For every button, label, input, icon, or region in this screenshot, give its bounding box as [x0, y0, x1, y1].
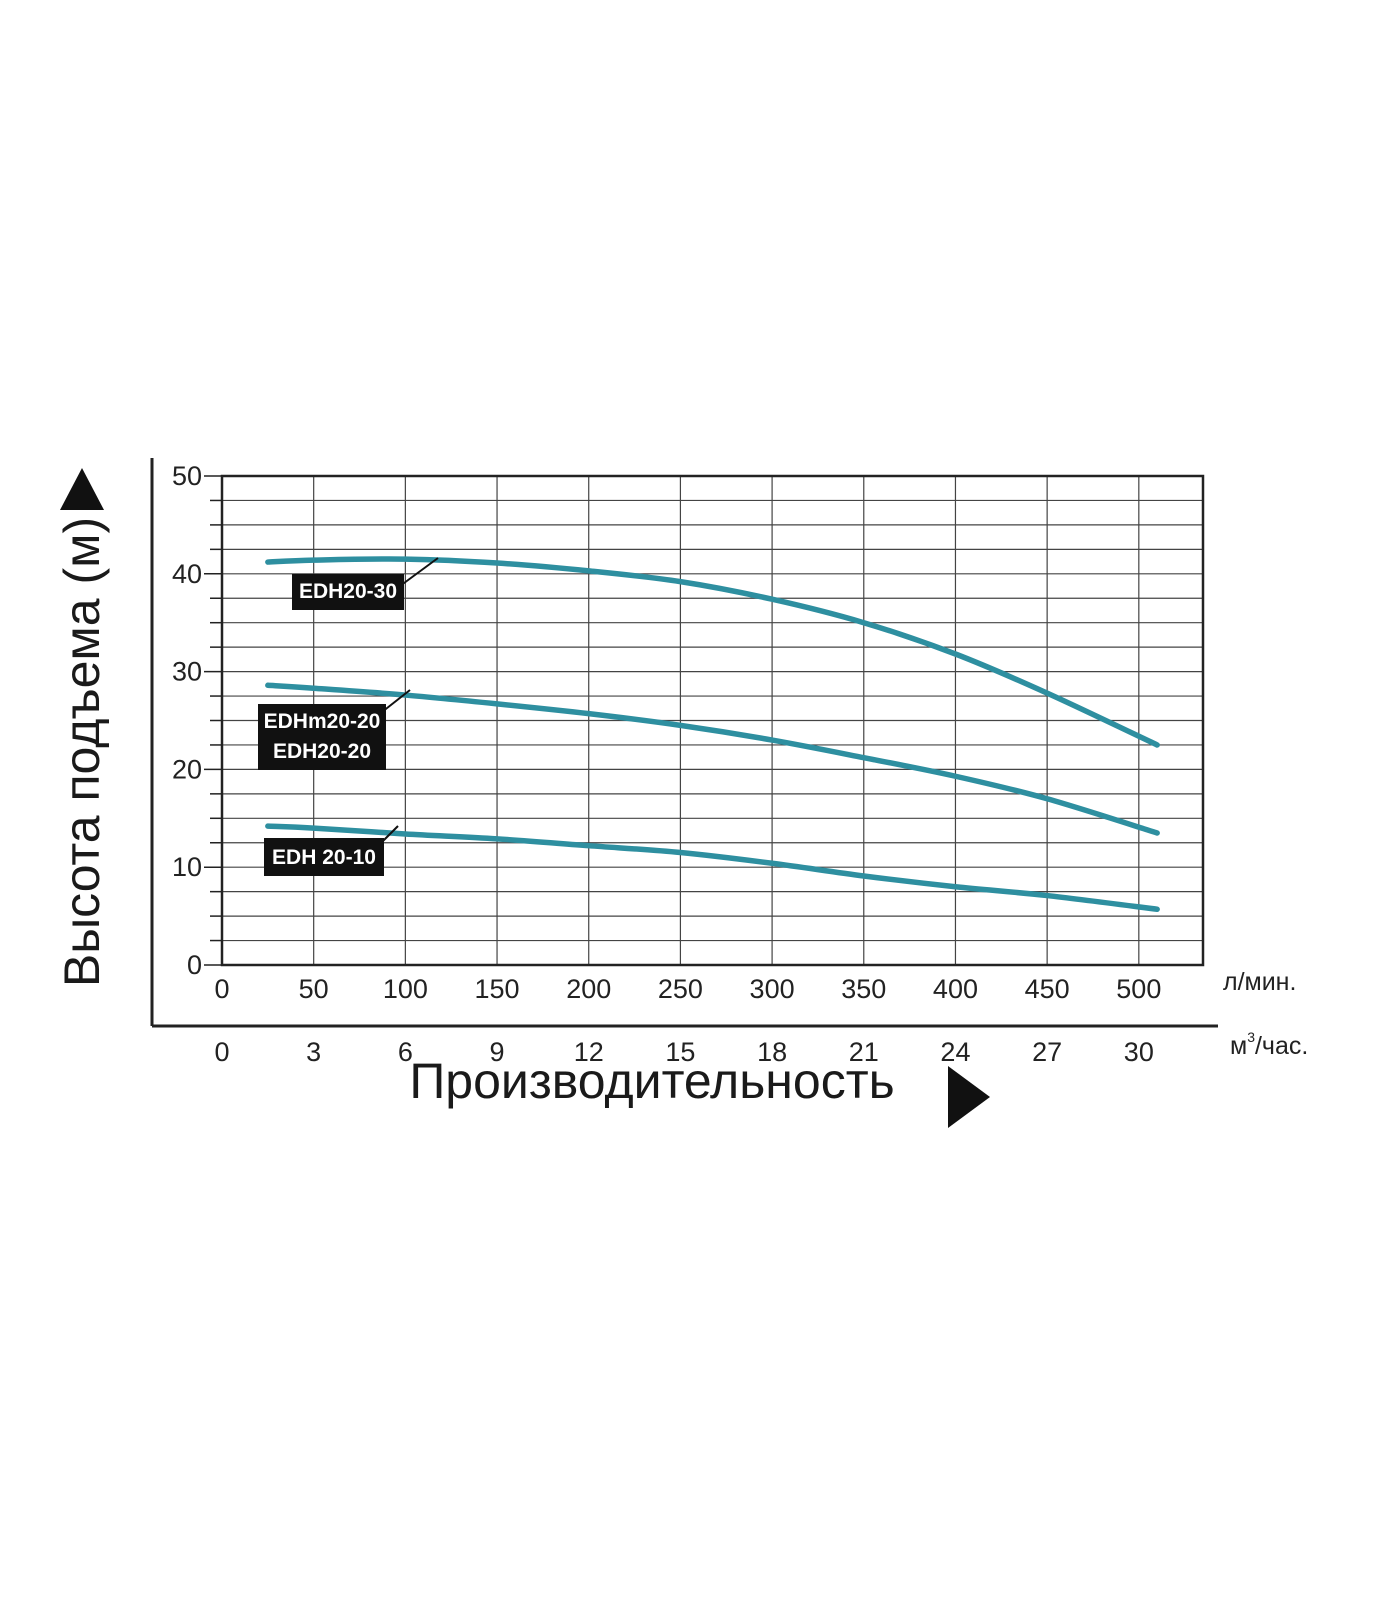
y-tick-label: 0 — [187, 950, 202, 980]
y-tick-label: 20 — [172, 754, 202, 784]
series-label-box — [258, 704, 386, 770]
x-tick-label-secondary: 6 — [398, 1037, 413, 1067]
x-unit-secondary-sup: 3 — [1247, 1029, 1255, 1045]
y-axis-title: Высота подъема (м) — [54, 517, 110, 987]
series-label-leader — [381, 689, 411, 713]
x-tick-label-primary: 250 — [658, 974, 703, 1004]
x-unit-secondary-base: м — [1230, 1032, 1247, 1060]
x-tick-label-secondary: 0 — [214, 1037, 229, 1067]
plot-frame — [150, 458, 1218, 1028]
x-tick-label-primary: 100 — [383, 974, 428, 1004]
x-tick-label-secondary: 18 — [757, 1037, 787, 1067]
series-label-text: EDH20-30 — [299, 580, 397, 603]
x-tick-label-primary: 400 — [933, 974, 978, 1004]
series-line — [265, 556, 1160, 748]
x-tick-label-primary: 150 — [475, 974, 520, 1004]
series-label-leader — [381, 825, 399, 843]
x-tick-label-primary: 350 — [841, 974, 886, 1004]
x-unit-secondary-rest: /час. — [1255, 1032, 1308, 1060]
x-tick-label-secondary: 12 — [574, 1037, 604, 1067]
series-label-text: EDHm20-20 — [264, 710, 381, 733]
x-tick-label-primary: 300 — [750, 974, 795, 1004]
x-tick-label-primary: 500 — [1116, 974, 1161, 1004]
x-unit-secondary: м3/час. — [1230, 1029, 1308, 1060]
x-tick-label-secondary: 15 — [665, 1037, 695, 1067]
series-labels: EDH20-30 EDHm20-20 EDH20-20 EDH 20-10 — [258, 557, 439, 876]
x-tick-label-primary: 0 — [214, 974, 229, 1004]
x-tick-label-primary: 50 — [299, 974, 329, 1004]
y-tick-label: 30 — [172, 657, 202, 687]
x-tick-label-secondary: 30 — [1124, 1037, 1154, 1067]
x-unit-primary: л/мин. — [1223, 968, 1296, 996]
series-label-box — [292, 574, 404, 610]
y-tick-label: 40 — [172, 559, 202, 589]
series-line — [265, 682, 1160, 836]
x-tick-label-secondary: 21 — [849, 1037, 879, 1067]
x-axis-title: Производительность — [409, 1053, 894, 1109]
series-lines — [265, 556, 1160, 913]
y-tick-label: 10 — [172, 852, 202, 882]
x-tick-label-primary: 200 — [566, 974, 611, 1004]
y-tick-label: 50 — [172, 461, 202, 491]
x-tick-label-secondary: 24 — [940, 1037, 970, 1067]
x-tick-label-primary: 450 — [1025, 974, 1070, 1004]
x-axis-arrow-icon — [948, 1066, 990, 1128]
series-label-leader — [399, 557, 439, 587]
x-tick-label-secondary: 3 — [306, 1037, 321, 1067]
x-tick-label-secondary: 27 — [1032, 1037, 1062, 1067]
x-tick-label-secondary: 9 — [490, 1037, 505, 1067]
y-axis-arrow-icon — [60, 468, 104, 510]
series-label-text: EDH20-20 — [273, 740, 371, 763]
series-line — [265, 823, 1160, 913]
series-label-text: EDH 20-10 — [272, 846, 376, 869]
series-label-box — [264, 838, 384, 876]
